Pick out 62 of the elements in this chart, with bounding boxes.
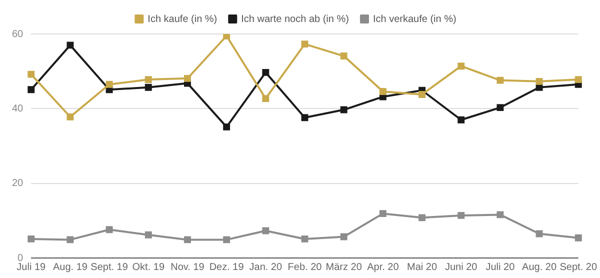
point bbox=[144, 84, 152, 91]
point bbox=[340, 106, 348, 114]
point bbox=[418, 214, 426, 222]
x-tick-label: Dez. 19 bbox=[209, 262, 244, 273]
x-tick-label: März 20 bbox=[326, 262, 362, 273]
point bbox=[184, 74, 191, 82]
x-tick-label: Sept. 20 bbox=[560, 262, 598, 273]
point bbox=[262, 68, 270, 76]
x-tick-label: Aug. 20 bbox=[522, 262, 557, 273]
point bbox=[536, 84, 543, 91]
point bbox=[66, 113, 74, 120]
x-tick-label: Okt. 19 bbox=[132, 262, 165, 273]
x-tick-label: Jan. 20 bbox=[249, 262, 282, 273]
point bbox=[144, 76, 152, 84]
legend-label: Ich warte noch ab (in %) bbox=[241, 14, 349, 25]
point bbox=[223, 123, 230, 130]
x-tick-label: Nov. 19 bbox=[170, 262, 205, 273]
point bbox=[340, 52, 348, 60]
point bbox=[301, 114, 308, 122]
point bbox=[66, 236, 74, 244]
point bbox=[458, 116, 465, 124]
point bbox=[184, 236, 191, 244]
x-tick-label: Mai 20 bbox=[407, 262, 438, 273]
point bbox=[66, 42, 74, 49]
y-tick-label: 20 bbox=[12, 178, 24, 190]
point bbox=[418, 91, 426, 98]
x-tick-label: Aug. 19 bbox=[52, 262, 88, 273]
point bbox=[106, 80, 113, 88]
y-tick-label: 40 bbox=[12, 103, 24, 114]
point bbox=[496, 211, 504, 218]
point bbox=[340, 233, 348, 240]
legend-label: Ich verkaufe (in %) bbox=[372, 14, 456, 25]
x-tick-label: Apr. 20 bbox=[367, 262, 400, 273]
x-tick-label: Sept. 19 bbox=[90, 262, 128, 273]
point bbox=[223, 236, 230, 244]
y-tick-label: 60 bbox=[12, 28, 24, 40]
point bbox=[574, 76, 582, 84]
point bbox=[301, 235, 308, 242]
point bbox=[379, 210, 386, 218]
legend-label: Ich kaufe (in %) bbox=[148, 14, 218, 25]
x-tick-label: Juli 20 bbox=[486, 262, 516, 273]
point bbox=[262, 227, 270, 234]
point bbox=[28, 70, 35, 78]
point bbox=[262, 95, 270, 102]
point bbox=[496, 76, 504, 84]
point bbox=[28, 235, 35, 242]
point bbox=[106, 226, 113, 234]
point bbox=[536, 230, 543, 238]
point bbox=[574, 234, 582, 242]
x-tick-label: Juli 19 bbox=[16, 262, 46, 273]
x-tick-label: Juni 20 bbox=[444, 262, 478, 273]
y-tick-label: 0 bbox=[18, 252, 24, 264]
point bbox=[496, 104, 504, 112]
point bbox=[223, 34, 230, 40]
point bbox=[458, 62, 465, 70]
point bbox=[144, 231, 152, 238]
point bbox=[458, 212, 465, 219]
point bbox=[379, 88, 386, 95]
point bbox=[301, 40, 308, 48]
x-tick-label: Feb. 20 bbox=[288, 262, 322, 273]
point bbox=[28, 86, 35, 94]
point bbox=[536, 78, 543, 85]
